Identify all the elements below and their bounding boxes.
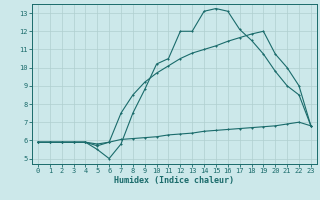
- X-axis label: Humidex (Indice chaleur): Humidex (Indice chaleur): [115, 176, 234, 185]
